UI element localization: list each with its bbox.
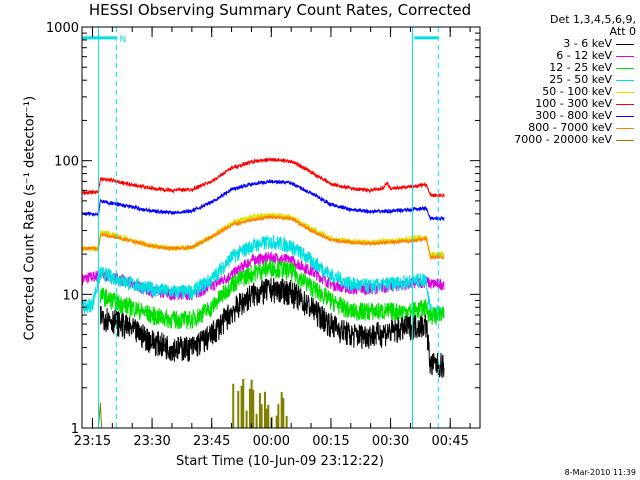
legend-item: 800 - 7000 keV <box>480 122 636 134</box>
legend-swatch <box>616 68 634 69</box>
x-tick-label: 00:30 <box>372 434 409 449</box>
series-line <box>99 259 445 330</box>
legend-swatch <box>616 140 634 141</box>
legend-title-line: Att 0 <box>609 25 636 38</box>
legend-item: 7000 - 20000 keV <box>480 134 636 146</box>
x-tick-label: 23:15 <box>74 434 111 449</box>
y-tick-label: 1000 <box>46 21 79 36</box>
legend-swatch <box>616 80 634 81</box>
legend-item-label: 3 - 6 keV <box>563 37 612 50</box>
legend-item-label: 50 - 100 keV <box>542 85 612 98</box>
legend-title-line: Det 1,3,4,5,6,9, <box>549 13 636 26</box>
series-line <box>82 156 445 199</box>
legend-item: 300 - 800 keV <box>480 110 636 122</box>
x-tick-label: 00:45 <box>431 434 468 449</box>
legend-item-label: 6 - 12 keV <box>556 49 612 62</box>
plot-frame <box>81 26 481 429</box>
legend-item: 3 - 6 keV <box>480 38 636 50</box>
legend-item: 25 - 50 keV <box>480 74 636 86</box>
series-line <box>82 214 445 261</box>
y-tick-label: 1 <box>71 422 79 437</box>
footer-date: 8-Mar-2010 11:39 <box>564 468 636 477</box>
legend-swatch <box>616 56 634 57</box>
chart-title: HESSI Observing Summary Count Rates, Cor… <box>88 1 472 19</box>
legend-item-label: 100 - 300 keV <box>535 97 612 110</box>
legend-rows: 3 - 6 keV 6 - 12 keV 12 - 25 keV 25 - 50 ke… <box>480 38 636 146</box>
series-line <box>82 234 445 319</box>
x-tick-label: 23:30 <box>133 434 170 449</box>
x-tick-label: 23:45 <box>193 434 230 449</box>
x-tick-label: 00:00 <box>253 434 290 449</box>
annotation-label: N <box>119 35 126 45</box>
y-tick-label: 100 <box>54 155 79 170</box>
y-tick-label: 10 <box>62 288 79 303</box>
legend: Det 1,3,4,5,6,9, Att 0 3 - 6 keV 6 - 12 k… <box>480 14 636 146</box>
legend-swatch <box>616 128 634 129</box>
y-axis-label: Corrected Count Rate (s⁻¹ detector⁻¹) <box>22 95 38 341</box>
series-line <box>82 178 445 222</box>
legend-item: 50 - 100 keV <box>480 86 636 98</box>
x-tick-label: 00:15 <box>312 434 349 449</box>
legend-item-label: 25 - 50 keV <box>549 73 612 86</box>
legend-swatch <box>616 104 634 105</box>
legend-item-label: 7000 - 20000 keV <box>514 133 612 146</box>
legend-item: 100 - 300 keV <box>480 98 636 110</box>
legend-item-label: 300 - 800 keV <box>535 109 612 122</box>
legend-item-label: 12 - 25 keV <box>549 61 612 74</box>
legend-swatch <box>616 116 634 117</box>
legend-item: 6 - 12 keV <box>480 50 636 62</box>
series-line <box>99 277 445 379</box>
legend-item: 12 - 25 keV <box>480 62 636 74</box>
legend-title: Det 1,3,4,5,6,9, Att 0 <box>480 14 636 38</box>
legend-swatch <box>616 44 634 45</box>
legend-item-label: 800 - 7000 keV <box>528 121 612 134</box>
series-line <box>97 402 103 429</box>
x-axis-label: Start Time (10-Jun-09 23:12:22) <box>176 454 384 469</box>
legend-swatch <box>616 92 634 93</box>
